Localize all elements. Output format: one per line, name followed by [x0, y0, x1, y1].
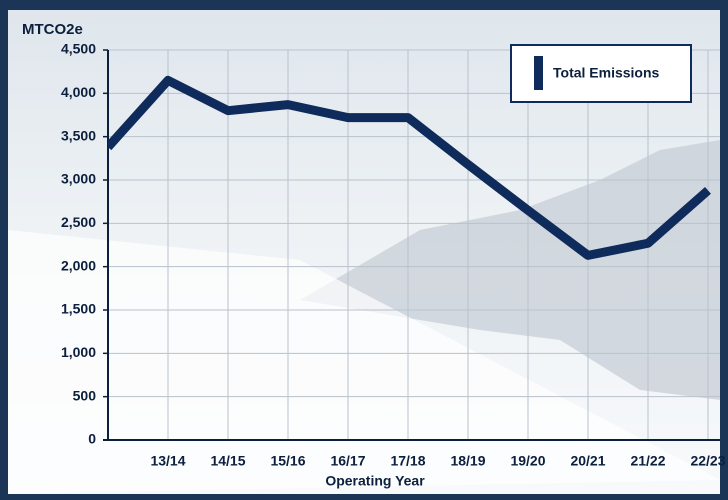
x-tick-label: 16/17: [330, 453, 365, 469]
y-tick-label: 4,000: [61, 84, 96, 100]
x-tick-label: 18/19: [450, 453, 485, 469]
y-tick-label: 3,000: [61, 171, 96, 187]
mountain: [300, 140, 720, 400]
y-tick-label: 2,000: [61, 257, 96, 273]
x-tick-label: 20/21: [570, 453, 605, 469]
legend-label: Total Emissions: [553, 65, 660, 81]
y-tick-label: 1,500: [61, 301, 96, 317]
y-axis-label: MTCO2e: [22, 21, 83, 38]
x-tick-label: 21/22: [630, 453, 665, 469]
y-tick-label: 1,000: [61, 344, 96, 360]
x-tick-label: 22/23: [690, 453, 725, 469]
y-tick-label: 500: [73, 387, 97, 403]
x-tick-label: 14/15: [210, 453, 245, 469]
y-tick-label: 3,500: [61, 127, 96, 143]
x-tick-label: 15/16: [270, 453, 305, 469]
y-tick-label: 2,500: [61, 214, 96, 230]
x-tick-label: 13/14: [150, 453, 185, 469]
x-tick-label: 19/20: [510, 453, 545, 469]
legend-swatch: [534, 56, 543, 90]
x-axis-label: Operating Year: [325, 473, 425, 489]
y-tick-label: 4,500: [61, 41, 96, 57]
y-tick-label: 0: [88, 431, 96, 447]
data-line: [108, 75, 711, 260]
snow-slope: [8, 230, 720, 494]
x-tick-label: 17/18: [390, 453, 425, 469]
